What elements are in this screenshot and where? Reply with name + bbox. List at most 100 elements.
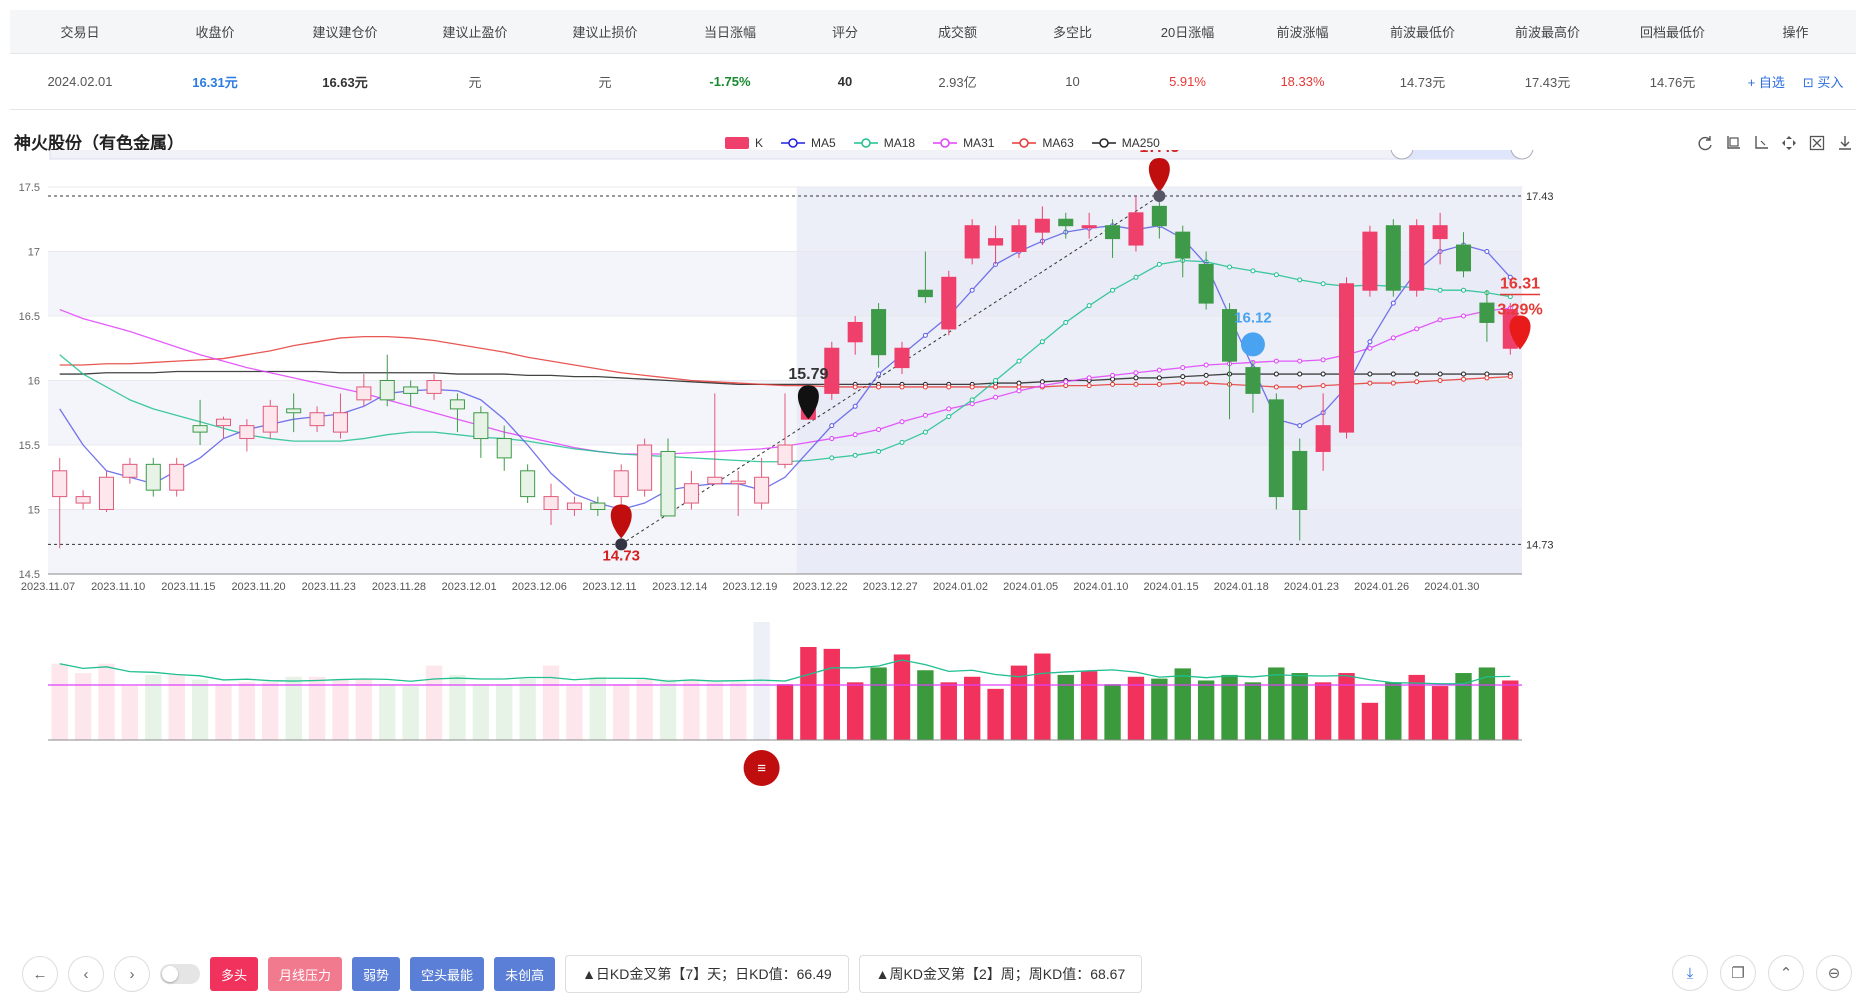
volume-bar bbox=[1057, 674, 1074, 740]
ma5-point bbox=[876, 371, 882, 377]
candle bbox=[426, 374, 442, 400]
candle bbox=[871, 303, 887, 368]
ma31-point bbox=[829, 436, 835, 442]
candle bbox=[637, 438, 653, 497]
prev-button[interactable]: ‹ bbox=[68, 956, 104, 992]
ma31-point bbox=[1133, 370, 1139, 376]
volume-bar bbox=[683, 679, 700, 740]
candle-body bbox=[262, 405, 278, 433]
candle-body bbox=[1128, 212, 1144, 246]
ma31-point bbox=[1414, 326, 1420, 332]
buy-button[interactable]: ⊡ 买入 bbox=[1802, 75, 1844, 90]
candle-body bbox=[660, 450, 676, 517]
signal-tag-1[interactable]: 月线压力 bbox=[268, 957, 343, 991]
last-price-label: 16.31 bbox=[1500, 276, 1540, 293]
legend-item-ma5[interactable]: MA5 bbox=[781, 136, 836, 150]
candle-body bbox=[520, 470, 536, 498]
candle bbox=[847, 316, 863, 355]
x-tick-label: 2023.12.22 bbox=[793, 581, 848, 593]
ma63-point bbox=[1180, 380, 1186, 386]
save-image-icon[interactable] bbox=[1836, 134, 1854, 152]
collapse-icon[interactable]: ⊖ bbox=[1816, 955, 1852, 991]
zoom-select-icon[interactable] bbox=[1724, 134, 1742, 152]
restore-icon[interactable] bbox=[1780, 134, 1798, 152]
ma31-point bbox=[946, 406, 952, 412]
legend-swatch bbox=[1091, 138, 1116, 148]
candle-body bbox=[473, 412, 489, 440]
candle bbox=[1432, 212, 1448, 265]
x-tick-label: 2024.01.18 bbox=[1214, 581, 1269, 593]
volume-bar bbox=[963, 676, 981, 740]
candle-body bbox=[286, 408, 302, 414]
ma63-point bbox=[1273, 384, 1279, 390]
ma63-point bbox=[1297, 384, 1303, 390]
toggle-switch[interactable] bbox=[160, 964, 200, 984]
candle bbox=[1175, 225, 1191, 278]
ma5-point bbox=[1484, 249, 1490, 254]
volume-bar bbox=[121, 686, 139, 740]
candle-body bbox=[1455, 244, 1472, 272]
low-label: 14.73 bbox=[602, 547, 640, 564]
ma63-point bbox=[1110, 381, 1116, 387]
ma5-point bbox=[969, 287, 975, 293]
table-row: 2024.02.01 16.31元 16.63元 元 元 -1.75% 40 2… bbox=[10, 54, 1856, 110]
ma63-point bbox=[1156, 381, 1162, 387]
ma31-point bbox=[899, 419, 905, 425]
next-button[interactable]: › bbox=[114, 956, 150, 992]
legend-item-ma18[interactable]: MA18 bbox=[853, 136, 915, 150]
volume-bar bbox=[51, 663, 68, 740]
blue-label: 16.12 bbox=[1234, 309, 1272, 326]
signal-tag-3[interactable]: 空头最能 bbox=[410, 957, 485, 991]
cell-stop-loss: 元 bbox=[598, 75, 612, 90]
ma250-point bbox=[1367, 371, 1373, 377]
legend-label: MA250 bbox=[1121, 136, 1160, 150]
candle-body bbox=[356, 386, 372, 401]
download-icon[interactable]: ⤓ bbox=[1672, 955, 1708, 991]
candle bbox=[1034, 206, 1050, 246]
candle bbox=[1362, 225, 1378, 297]
scroll-top-icon[interactable]: ⌃ bbox=[1768, 955, 1804, 991]
ma63-point bbox=[899, 384, 905, 390]
ma31-point bbox=[1180, 365, 1186, 371]
legend-item-ma250[interactable]: MA250 bbox=[1091, 136, 1160, 150]
legend-swatch bbox=[1012, 138, 1037, 148]
zoom-reset-icon[interactable] bbox=[1752, 134, 1770, 152]
candle-body bbox=[145, 463, 161, 491]
cell-turnover: 2.93亿 bbox=[938, 75, 977, 90]
candle-body bbox=[988, 238, 1004, 246]
candle bbox=[98, 470, 115, 513]
legend-item-ma63[interactable]: MA63 bbox=[1012, 136, 1074, 150]
ma18-point bbox=[1437, 287, 1443, 293]
candle-body bbox=[894, 347, 910, 369]
volume-bar bbox=[1127, 676, 1145, 740]
candle bbox=[332, 393, 348, 439]
ma31-point bbox=[1320, 357, 1326, 363]
volume-bar bbox=[215, 684, 232, 740]
cell-ratio: 10 bbox=[1065, 74, 1080, 89]
signal-tag-4[interactable]: 未创高 bbox=[494, 957, 556, 991]
cell-pullback-low: 14.76元 bbox=[1649, 75, 1696, 90]
add-watchlist-button[interactable]: + 自选 bbox=[1747, 75, 1785, 90]
back-button[interactable]: ← bbox=[22, 956, 58, 992]
brush-clear-icon[interactable] bbox=[1808, 134, 1826, 152]
x-tick-label: 2023.11.23 bbox=[302, 581, 356, 593]
candle bbox=[964, 219, 980, 265]
signal-tag-2[interactable]: 弱势 bbox=[352, 957, 401, 991]
candle-body bbox=[1081, 225, 1097, 229]
volume-bar bbox=[1385, 682, 1402, 740]
x-tick-label: 2023.11.10 bbox=[91, 581, 145, 593]
refresh-icon[interactable] bbox=[1696, 134, 1714, 152]
volume-bar bbox=[940, 682, 957, 740]
legend-item-k[interactable]: K bbox=[725, 136, 763, 150]
zoom-window bbox=[1402, 150, 1522, 159]
ma63-point bbox=[1367, 380, 1373, 386]
signal-tag-0[interactable]: 多头 bbox=[210, 957, 259, 991]
legend-item-ma31[interactable]: MA31 bbox=[933, 136, 994, 150]
copy-icon[interactable]: ❐ bbox=[1720, 955, 1756, 991]
candle bbox=[286, 393, 302, 433]
ma18-point bbox=[1086, 303, 1092, 309]
candle bbox=[169, 457, 185, 497]
candle-body bbox=[941, 276, 957, 330]
candle-body bbox=[192, 425, 208, 433]
